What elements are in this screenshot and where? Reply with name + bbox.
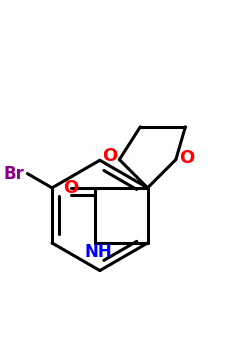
Text: O: O <box>102 147 118 165</box>
Text: O: O <box>179 149 194 167</box>
Text: Br: Br <box>4 164 24 183</box>
Text: O: O <box>63 179 78 197</box>
Text: NH: NH <box>84 244 112 261</box>
